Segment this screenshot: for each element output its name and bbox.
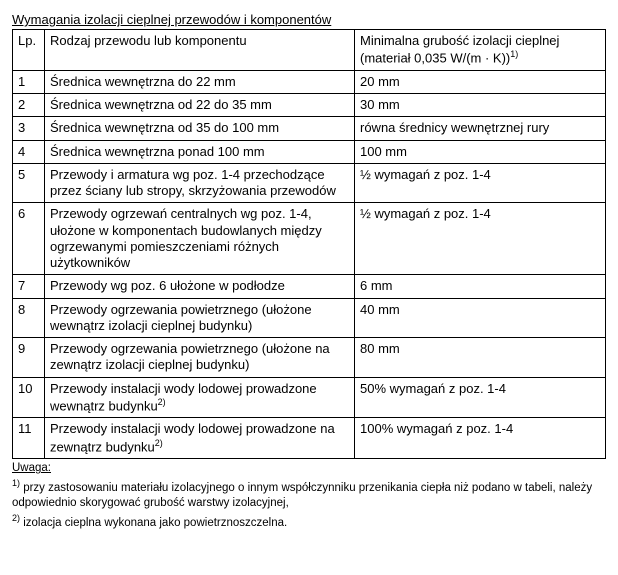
notes-label: Uwaga:	[12, 462, 51, 474]
cell-desc: Przewody wg poz. 6 ułożone w podłodze	[45, 275, 355, 298]
cell-val: 50% wymagań z poz. 1-4	[355, 377, 606, 418]
cell-val: ½ wymagań z poz. 1-4	[355, 203, 606, 275]
cell-desc-text: Przewody ogrzewania powietrznego (ułożon…	[50, 341, 330, 372]
cell-desc: Przewody instalacji wody lodowej prowadz…	[45, 377, 355, 418]
cell-desc: Średnica wewnętrzna od 35 do 100 mm	[45, 117, 355, 140]
header-val-line1: Minimalna grubość izolacji cieplnej	[360, 33, 559, 48]
cell-val: 100 mm	[355, 140, 606, 163]
cell-desc-sup: 2)	[155, 438, 163, 448]
requirements-table: Lp. Rodzaj przewodu lub komponentu Minim…	[12, 29, 606, 459]
cell-desc: Przewody i armatura wg poz. 1-4 przechod…	[45, 163, 355, 203]
cell-val: równa średnicy wewnętrznej rury	[355, 117, 606, 140]
table-row: 6Przewody ogrzewań centralnych wg poz. 1…	[13, 203, 606, 275]
cell-lp: 6	[13, 203, 45, 275]
cell-desc: Przewody ogrzewań centralnych wg poz. 1-…	[45, 203, 355, 275]
cell-desc-text: Przewody instalacji wody lodowej prowadz…	[50, 421, 335, 454]
cell-desc-text: Przewody instalacji wody lodowej prowadz…	[50, 381, 317, 414]
table-header-row: Lp. Rodzaj przewodu lub komponentu Minim…	[13, 30, 606, 71]
header-val-line2: (materiał 0,035 W/(m · K))	[360, 51, 510, 66]
cell-desc: Przewody ogrzewania powietrznego (ułożon…	[45, 338, 355, 378]
cell-lp: 9	[13, 338, 45, 378]
table-row: 3 Średnica wewnętrzna od 35 do 100 mm równ…	[13, 117, 606, 140]
cell-desc-text: Średnica wewnętrzna do 22 mm	[50, 74, 236, 89]
table-row: 9Przewody ogrzewania powietrznego (ułożo…	[13, 338, 606, 378]
cell-val: 40 mm	[355, 298, 606, 338]
note1-sup: 1)	[12, 478, 20, 488]
cell-lp: 7	[13, 275, 45, 298]
cell-desc-text: Przewody ogrzewań centralnych wg poz. 1-…	[50, 206, 322, 270]
table-row: 10Przewody instalacji wody lodowej prowa…	[13, 377, 606, 418]
header-desc: Rodzaj przewodu lub komponentu	[45, 30, 355, 71]
cell-desc-text: Średnica wewnętrzna od 35 do 100 mm	[50, 120, 279, 135]
cell-lp: 11	[13, 418, 45, 459]
cell-val: 100% wymagań z poz. 1-4	[355, 418, 606, 459]
header-lp: Lp.	[13, 30, 45, 71]
table-row: 11Przewody instalacji wody lodowej prowa…	[13, 418, 606, 459]
cell-val: 30 mm	[355, 94, 606, 117]
table-row: 8Przewody ogrzewania powietrznego (ułożo…	[13, 298, 606, 338]
cell-desc: Średnica wewnętrzna do 22 mm	[45, 70, 355, 93]
cell-lp: 3	[13, 117, 45, 140]
cell-val: 6 mm	[355, 275, 606, 298]
cell-lp: 5	[13, 163, 45, 203]
table-row: 4 Średnica wewnętrzna ponad 100 mm 100 mm	[13, 140, 606, 163]
table-row: 2 Średnica wewnętrzna od 22 do 35 mm 30 mm	[13, 94, 606, 117]
cell-lp: 1	[13, 70, 45, 93]
note1-text: przy zastosowaniu materiału izolacyjnego…	[12, 482, 592, 510]
header-val-sup: 1)	[510, 49, 518, 59]
cell-desc-text: Przewody wg poz. 6 ułożone w podłodze	[50, 278, 285, 293]
table-row: 7 Przewody wg poz. 6 ułożone w podłodze 6 …	[13, 275, 606, 298]
cell-desc: Przewody instalacji wody lodowej prowadz…	[45, 418, 355, 459]
cell-desc-text: Średnica wewnętrzna od 22 do 35 mm	[50, 97, 272, 112]
cell-desc: Przewody ogrzewania powietrznego (ułożon…	[45, 298, 355, 338]
footnotes: Uwaga: 1) przy zastosowaniu materiału iz…	[12, 461, 606, 531]
table-row: 1 Średnica wewnętrzna do 22 mm 20 mm	[13, 70, 606, 93]
cell-lp: 10	[13, 377, 45, 418]
cell-lp: 8	[13, 298, 45, 338]
cell-desc-text: Przewody i armatura wg poz. 1-4 przechod…	[50, 167, 336, 198]
page-title: Wymagania izolacji cieplnej przewodów i …	[12, 12, 606, 27]
cell-desc: Średnica wewnętrzna ponad 100 mm	[45, 140, 355, 163]
cell-val: 20 mm	[355, 70, 606, 93]
cell-lp: 2	[13, 94, 45, 117]
header-val: Minimalna grubość izolacji cieplnej (mat…	[355, 30, 606, 71]
cell-val: ½ wymagań z poz. 1-4	[355, 163, 606, 203]
cell-lp: 4	[13, 140, 45, 163]
note2-sup: 2)	[12, 513, 20, 523]
note2-text: izolacja cieplna wykonana jako powietrzn…	[20, 516, 287, 528]
cell-desc: Średnica wewnętrzna od 22 do 35 mm	[45, 94, 355, 117]
table-row: 5Przewody i armatura wg poz. 1-4 przecho…	[13, 163, 606, 203]
cell-desc-text: Przewody ogrzewania powietrznego (ułożon…	[50, 302, 312, 333]
cell-desc-sup: 2)	[158, 397, 166, 407]
cell-desc-text: Średnica wewnętrzna ponad 100 mm	[50, 144, 265, 159]
cell-val: 80 mm	[355, 338, 606, 378]
